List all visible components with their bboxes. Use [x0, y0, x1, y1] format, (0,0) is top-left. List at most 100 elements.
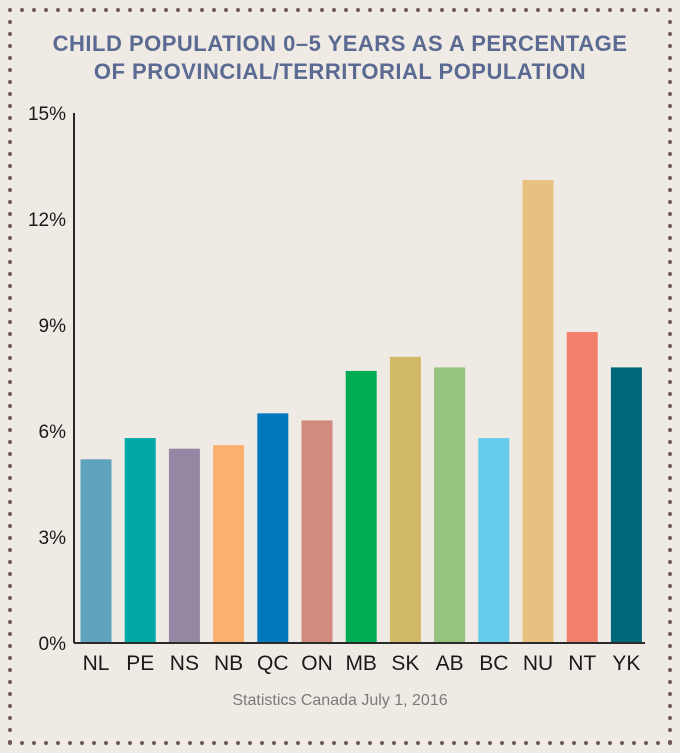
border-dot	[488, 741, 492, 745]
border-dot	[20, 741, 24, 745]
border-dot	[8, 716, 12, 720]
border-dot	[668, 92, 672, 96]
border-dot	[668, 716, 672, 720]
border-dot	[8, 368, 12, 372]
border-dot	[668, 308, 672, 312]
border-dot	[668, 560, 672, 564]
border-dot	[8, 272, 12, 276]
border-dot	[668, 236, 672, 240]
border-dot	[116, 741, 120, 745]
border-dot	[536, 8, 540, 12]
border-dot	[8, 140, 12, 144]
border-dot	[308, 8, 312, 12]
border-dot	[8, 500, 12, 504]
border-dot	[656, 8, 660, 12]
border-dot	[668, 8, 672, 12]
x-tick-label: NU	[523, 652, 553, 675]
x-tick-label: YK	[612, 652, 640, 675]
border-dot	[8, 644, 12, 648]
border-dot	[668, 128, 672, 132]
border-dot	[668, 248, 672, 252]
border-dot	[8, 104, 12, 108]
border-dot	[404, 8, 408, 12]
border-dot	[8, 428, 12, 432]
border-dot	[8, 56, 12, 60]
border-dot	[296, 8, 300, 12]
border-dot	[8, 128, 12, 132]
border-dot	[368, 741, 372, 745]
bar-on	[301, 420, 333, 643]
border-dot	[272, 8, 276, 12]
border-dot	[632, 8, 636, 12]
border-dot	[668, 152, 672, 156]
border-dot	[380, 741, 384, 745]
border-dot	[8, 8, 12, 12]
border-dot	[476, 741, 480, 745]
bar-mb	[345, 370, 377, 643]
x-tick-label: NL	[83, 652, 110, 675]
border-dot	[668, 80, 672, 84]
border-dot	[68, 741, 72, 745]
x-tick-label: ON	[301, 652, 333, 675]
bar-nb	[213, 445, 245, 643]
border-dot	[152, 741, 156, 745]
border-dot	[476, 8, 480, 12]
border-dot	[8, 308, 12, 312]
border-dot	[668, 500, 672, 504]
bar-bc	[478, 438, 510, 643]
border-dot	[8, 164, 12, 168]
border-dot	[8, 212, 12, 216]
border-dot	[656, 741, 660, 745]
border-dot	[524, 8, 528, 12]
border-dot	[668, 572, 672, 576]
border-dot	[536, 741, 540, 745]
border-dot	[104, 741, 108, 745]
border-dot	[548, 8, 552, 12]
border-dot	[668, 584, 672, 588]
border-dot	[32, 8, 36, 12]
border-dot	[8, 680, 12, 684]
border-dot	[668, 176, 672, 180]
y-tick-label: 3%	[39, 528, 67, 549]
border-dot	[668, 476, 672, 480]
border-dot	[644, 741, 648, 745]
border-dot	[344, 741, 348, 745]
border-dot	[668, 380, 672, 384]
border-dot	[668, 512, 672, 516]
border-dot	[560, 8, 564, 12]
border-dot	[668, 452, 672, 456]
x-tick-label: AB	[436, 652, 464, 675]
border-dot	[8, 656, 12, 660]
border-dot	[524, 741, 528, 745]
border-dot	[668, 596, 672, 600]
border-dot	[668, 356, 672, 360]
x-tick-label: QC	[257, 652, 289, 675]
border-dot	[488, 8, 492, 12]
border-dot	[8, 68, 12, 72]
border-dot	[668, 428, 672, 432]
x-tick-label: SK	[391, 652, 419, 675]
border-dot	[8, 20, 12, 24]
border-dot	[164, 741, 168, 745]
border-dot	[8, 380, 12, 384]
border-dot	[44, 8, 48, 12]
border-dot	[668, 728, 672, 732]
border-dot	[8, 260, 12, 264]
y-tick-label: 12%	[28, 210, 66, 231]
x-axis: NL PE NS NB QC ON MB SK AB BC NU NT YK	[74, 642, 645, 675]
bar-nt	[566, 332, 598, 643]
border-dot	[212, 741, 216, 745]
border-dot	[668, 116, 672, 120]
border-dot	[440, 8, 444, 12]
border-dot	[668, 524, 672, 528]
border-dot	[200, 8, 204, 12]
border-dot	[380, 8, 384, 12]
border-dot	[248, 741, 252, 745]
border-dot	[668, 332, 672, 336]
border-dot	[80, 8, 84, 12]
border-dot	[8, 740, 12, 744]
border-dot	[608, 8, 612, 12]
border-dot	[8, 248, 12, 252]
border-dot	[452, 741, 456, 745]
border-dot	[560, 741, 564, 745]
